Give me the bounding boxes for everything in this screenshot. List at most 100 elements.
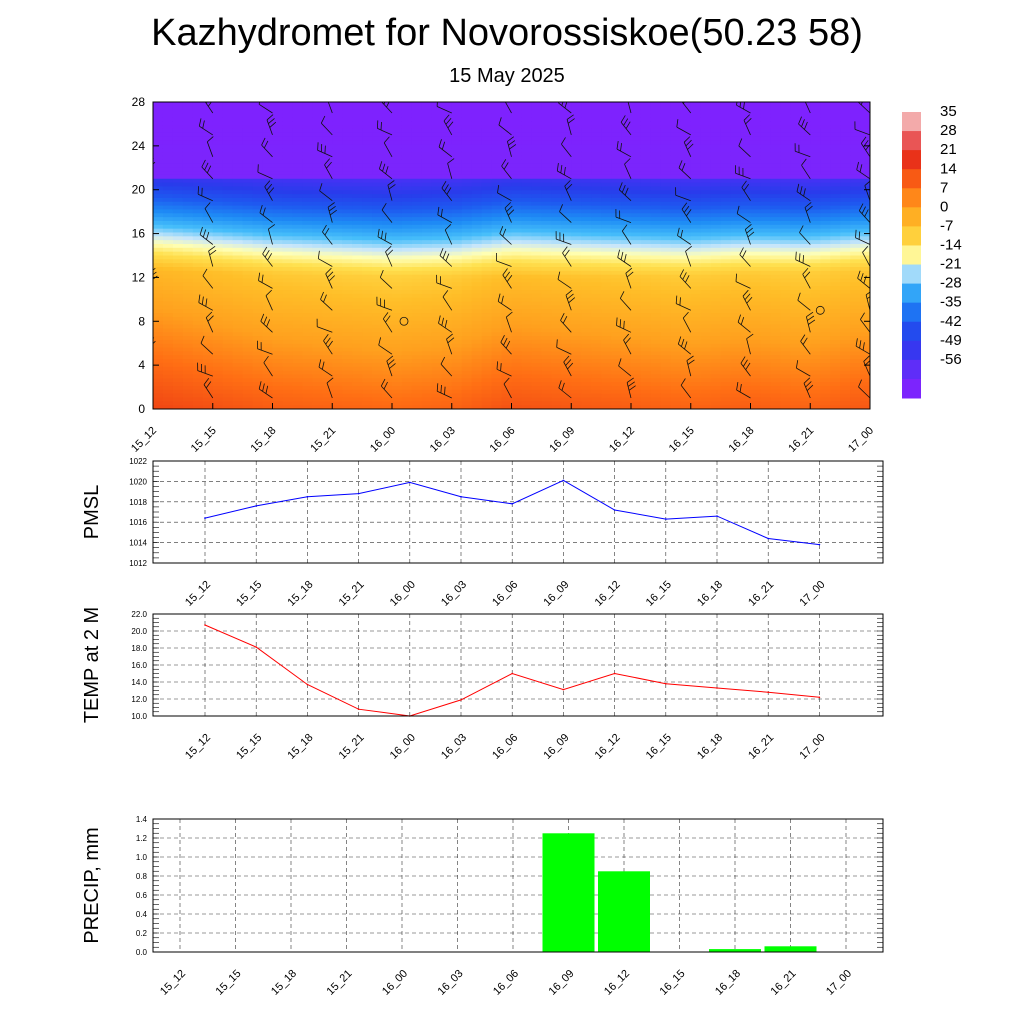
wind-barb-feather bbox=[509, 144, 517, 150]
wind-barb bbox=[318, 258, 333, 267]
wind-barb-feather bbox=[797, 292, 801, 301]
wind-barb-feather bbox=[385, 315, 391, 323]
wind-barb bbox=[675, 194, 691, 202]
y-tick-label: 16 bbox=[132, 227, 146, 241]
wind-barb-feather bbox=[625, 121, 631, 129]
colorbar-box bbox=[902, 283, 921, 304]
colorbar-label: 7 bbox=[940, 179, 948, 196]
wind-barb-feather bbox=[620, 115, 626, 123]
x-tick-label: 16_18 bbox=[695, 732, 725, 762]
wind-barb-feather bbox=[382, 163, 386, 172]
wind-barb-feather bbox=[500, 363, 502, 372]
wind-barb bbox=[265, 295, 273, 311]
wind-barb bbox=[385, 251, 393, 267]
y-tick-label: 18.0 bbox=[131, 644, 147, 653]
wind-barb-feather bbox=[153, 161, 156, 165]
wind-barb-feather bbox=[806, 384, 814, 391]
wind-barb-feather bbox=[559, 204, 563, 212]
wind-barb-feather bbox=[508, 140, 516, 146]
y-axis-label: TEMP at 2 M bbox=[81, 607, 103, 723]
wind-barb-feather bbox=[444, 184, 449, 192]
x-tick-label: 16_12 bbox=[593, 579, 623, 609]
y-tick-label: 0.0 bbox=[136, 948, 148, 957]
wind-barb-feather bbox=[498, 117, 502, 126]
wind-barb bbox=[860, 319, 870, 333]
wind-barb bbox=[735, 281, 751, 289]
wind-barb-feather bbox=[741, 180, 747, 188]
x-tick-label: 16_03 bbox=[439, 579, 469, 609]
wind-barb bbox=[440, 363, 453, 377]
wind-barb bbox=[801, 165, 811, 180]
colorbar-label: -14 bbox=[940, 237, 962, 254]
wind-barb-feather bbox=[860, 273, 864, 281]
wind-barb-feather bbox=[268, 118, 275, 124]
wind-barb-feather bbox=[500, 335, 505, 343]
wind-barb-feather bbox=[264, 249, 270, 258]
wind-barb-feather bbox=[206, 231, 210, 240]
wind-barb-feather bbox=[803, 377, 811, 384]
colorbar-label: -42 bbox=[940, 313, 962, 330]
wind-barb-feather bbox=[745, 223, 752, 230]
wind-barb bbox=[858, 102, 870, 114]
y-tick-label: 12 bbox=[132, 270, 146, 284]
wind-barb-feather bbox=[204, 202, 211, 209]
wind-barb bbox=[743, 120, 751, 136]
pmsl-line-point bbox=[613, 509, 616, 511]
wind-barb-feather bbox=[567, 362, 574, 370]
wind-barb-feather bbox=[805, 381, 812, 388]
wind-barb bbox=[563, 361, 572, 377]
x-tick-label: 15_18 bbox=[249, 425, 279, 455]
colorbar-box bbox=[902, 302, 921, 323]
colorbar-box bbox=[902, 131, 921, 151]
wind-barb-feather bbox=[506, 311, 513, 318]
pmsl-line-point bbox=[562, 479, 565, 482]
wind-barb bbox=[497, 192, 512, 202]
wind-barb-feather bbox=[567, 293, 574, 300]
wind-barb-feather bbox=[444, 319, 448, 328]
wind-barb-feather bbox=[808, 319, 816, 325]
y-tick-label: 28 bbox=[132, 95, 146, 109]
wind-barb-feather bbox=[560, 164, 563, 173]
wind-barb-feather bbox=[207, 136, 214, 143]
wind-barb bbox=[619, 189, 632, 201]
wind-barb bbox=[620, 122, 632, 136]
wind-barb bbox=[257, 348, 273, 355]
wind-barb-feather bbox=[802, 337, 808, 345]
wind-barb bbox=[620, 298, 632, 311]
wind-barb-feather bbox=[326, 161, 332, 169]
wind-barb-feather bbox=[325, 337, 331, 345]
wind-barb-feather bbox=[745, 362, 751, 370]
wind-barb-feather bbox=[208, 245, 216, 252]
wind-barb-feather bbox=[325, 267, 332, 275]
wind-barb bbox=[439, 255, 453, 267]
chart-subtitle: 15 May 2025 bbox=[449, 65, 565, 87]
wind-barb-feather bbox=[151, 97, 158, 101]
wind-barb-feather bbox=[865, 291, 870, 296]
wind-barb bbox=[737, 321, 751, 333]
wind-barb-feather bbox=[197, 186, 199, 195]
wind-barb-feather bbox=[379, 161, 383, 170]
temp-line-point bbox=[204, 624, 206, 626]
x-tick-label: 15_18 bbox=[269, 968, 299, 998]
wind-barb-feather bbox=[564, 249, 570, 257]
wind-barb-feather bbox=[802, 255, 804, 264]
wind-barb-feather bbox=[198, 294, 201, 303]
x-tick-label: 16_18 bbox=[713, 968, 743, 998]
wind-barb-feather bbox=[442, 250, 447, 259]
wind-barb-feather bbox=[855, 338, 858, 347]
wind-barb-feather bbox=[153, 340, 156, 345]
wind-barb bbox=[318, 366, 333, 377]
wind-barb-feather bbox=[318, 359, 322, 368]
temp-line-point bbox=[357, 708, 360, 710]
temp-line-point bbox=[665, 682, 667, 685]
calm-wind-circle bbox=[815, 305, 825, 315]
y-tick-label: 22.0 bbox=[131, 610, 147, 619]
wind-barb-feather bbox=[262, 383, 265, 392]
wind-barb-feather bbox=[680, 229, 683, 238]
wind-barb-feather bbox=[328, 102, 329, 103]
wind-barb-feather bbox=[683, 136, 691, 143]
x-tick-label: 16_06 bbox=[488, 425, 518, 455]
y-tick-label: 16.0 bbox=[131, 661, 147, 670]
wind-barb-feather bbox=[327, 202, 335, 208]
wind-barb-feather bbox=[503, 162, 509, 170]
